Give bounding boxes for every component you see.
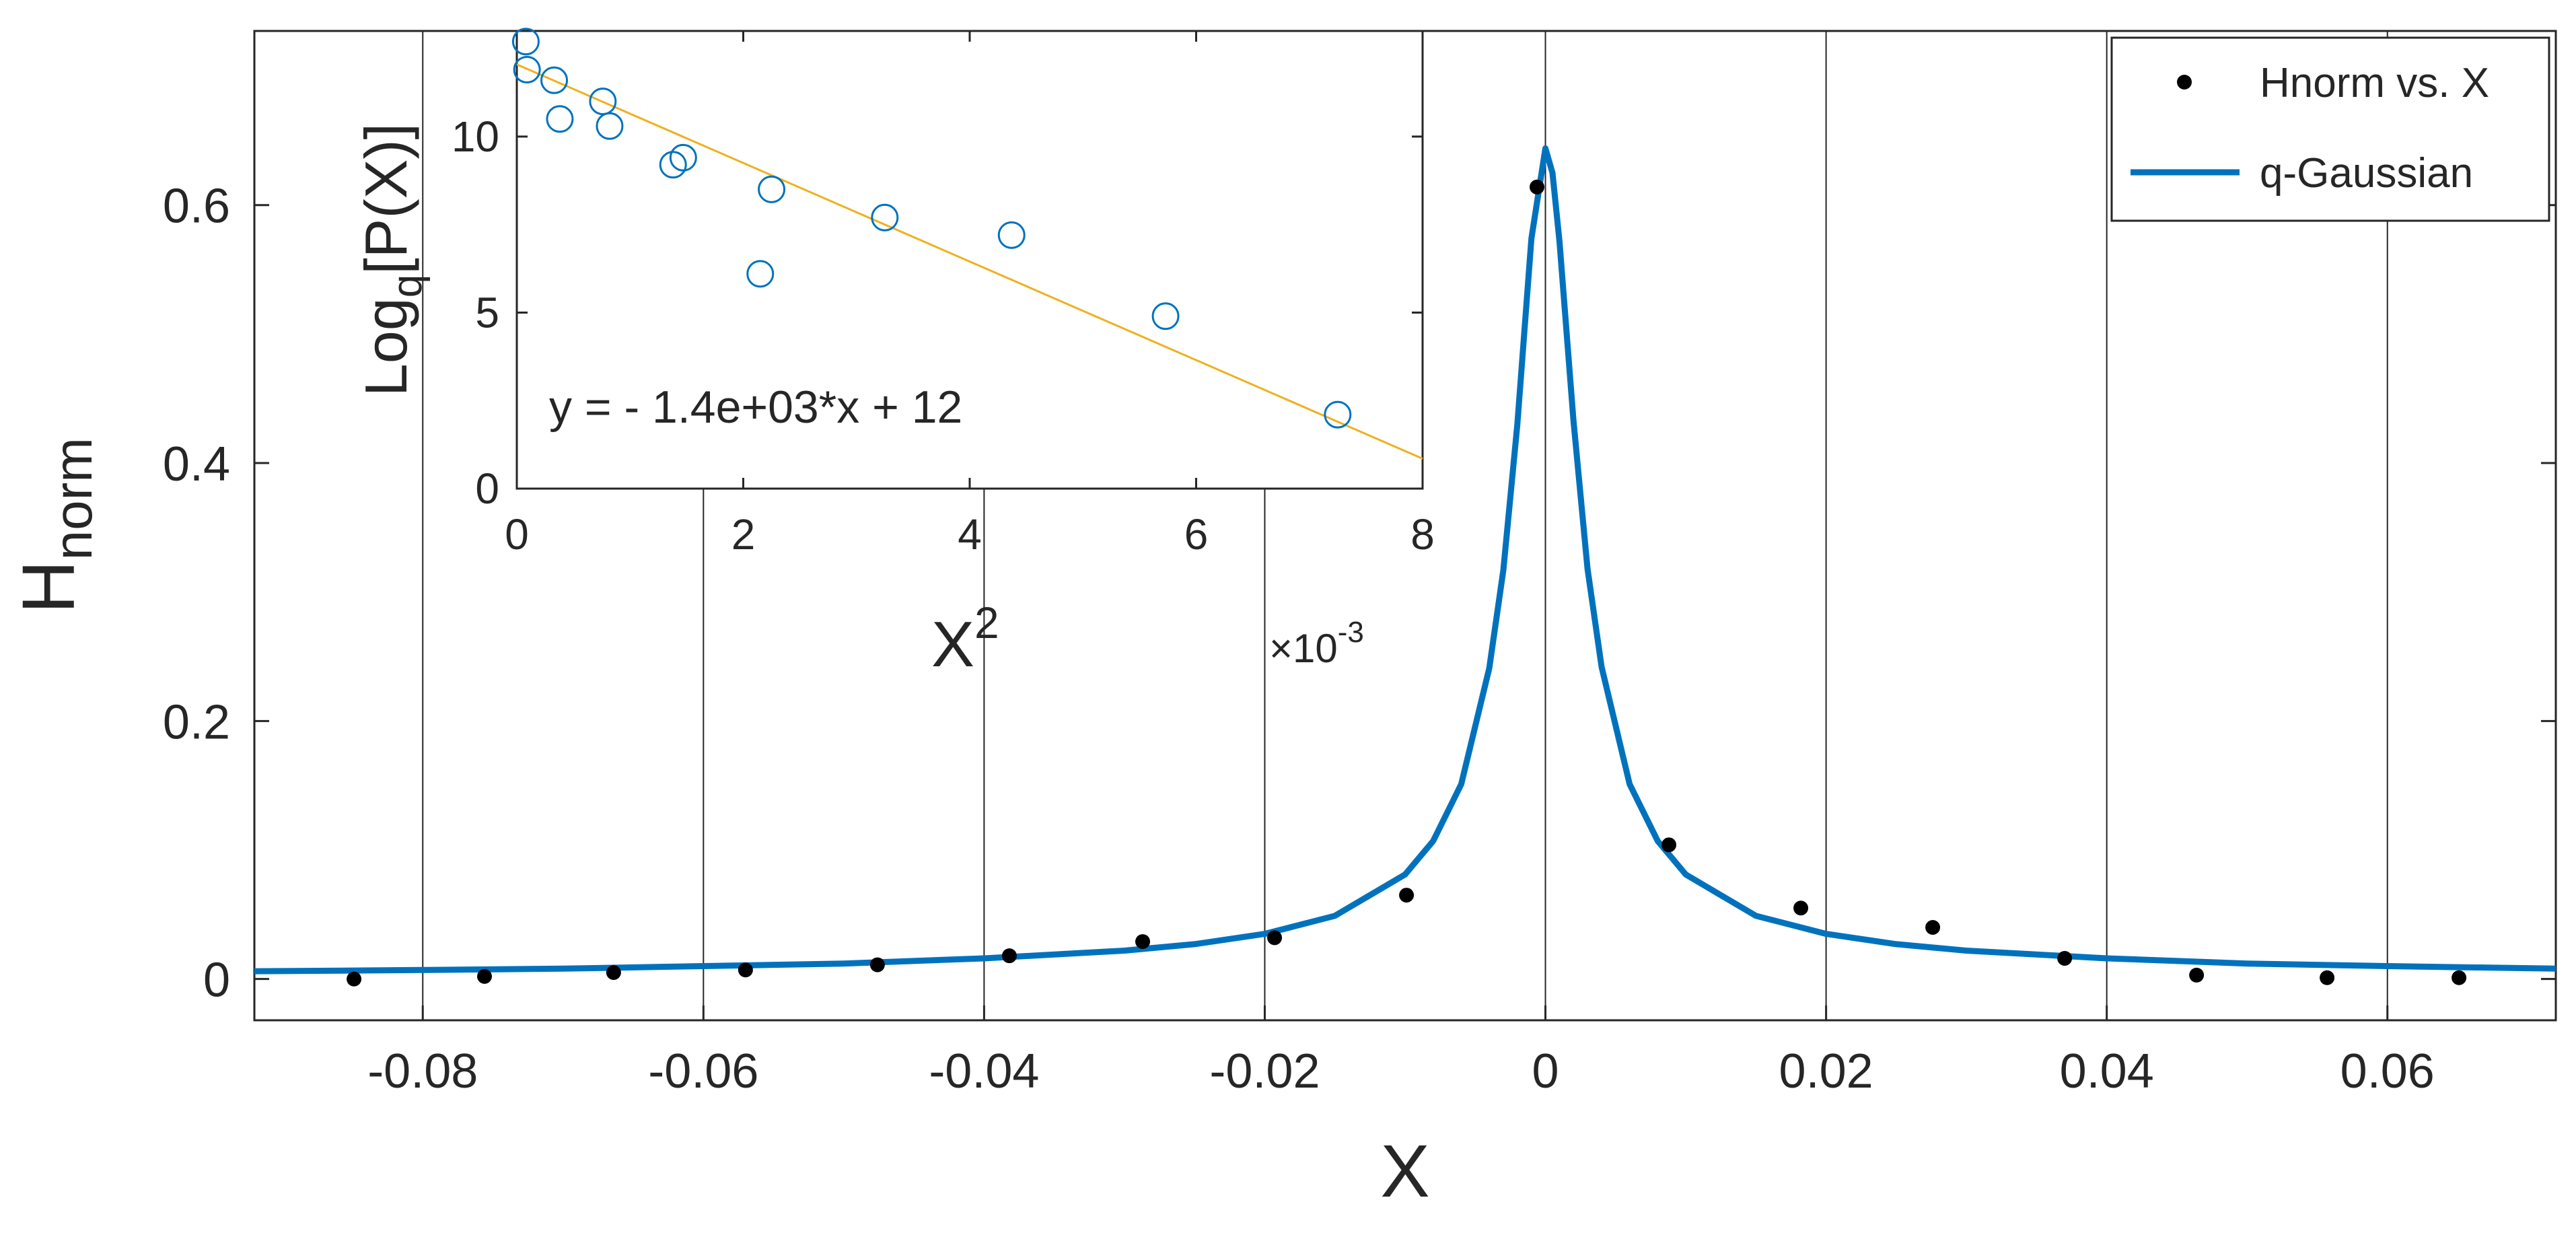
inset-point	[513, 56, 541, 84]
inset-x-tick-label: 0	[505, 510, 529, 559]
hnorm-point	[1001, 948, 1017, 964]
hnorm-point	[2452, 970, 2467, 985]
main-x-ticks: -0.08 -0.06 -0.04 -0.02 0 0.02 0.04 0.06	[367, 1005, 2435, 1098]
main-x-tick-label: -0.02	[1209, 1045, 1320, 1098]
inset-y-axis-label-sub: q	[384, 275, 431, 297]
hnorm-point	[2189, 967, 2205, 983]
main-y-axis-label-sub: norm	[43, 437, 103, 560]
main-series	[254, 145, 2556, 987]
inset-x-ticks: 0 2 4 6 8	[505, 31, 1435, 559]
inset-point	[1324, 400, 1352, 429]
hnorm-point	[477, 968, 492, 984]
inset-y-tick-label: 0	[475, 464, 499, 513]
inset-x-multiplier-exp: -3	[1338, 616, 1364, 649]
inset-point	[871, 203, 899, 232]
hnorm-point	[1793, 900, 1809, 916]
inset-y-tick-label: 5	[475, 288, 499, 337]
inset-x-axis-label-base: X	[931, 608, 974, 680]
main-y-tick-label: 0.6	[163, 180, 230, 234]
hnorm-point	[606, 965, 621, 981]
main-y-ticks: 0 0.2 0.4 0.6	[163, 180, 2556, 1007]
inset-y-axis-label-pre: Log	[353, 297, 419, 396]
inset-x-multiplier: ×10-3	[1269, 616, 1364, 671]
inset-series	[511, 28, 1423, 460]
hnorm-point	[1925, 920, 1941, 935]
legend-label-q-gaussian: q-Gaussian	[2260, 150, 2473, 197]
main-y-tick-label: 0.4	[163, 437, 230, 491]
legend: Hnorm vs. X q-Gaussian	[2110, 36, 2550, 222]
main-x-tick-label: 0.06	[2340, 1045, 2435, 1098]
inset-point	[659, 151, 687, 179]
hnorm-point	[869, 957, 885, 972]
main-x-tick-label: -0.04	[929, 1045, 1039, 1098]
main-y-tick-label: 0	[203, 954, 230, 1007]
inset-point	[546, 105, 574, 133]
hnorm-point	[2320, 970, 2335, 985]
main-x-tick-label: 0.04	[2060, 1045, 2154, 1098]
main-x-tick-label: -0.08	[367, 1045, 478, 1098]
main-y-tick-label: 0.2	[163, 695, 230, 749]
inset-x-tick-label: 2	[731, 510, 756, 559]
hnorm-point	[2057, 951, 2073, 966]
main-y-axis-label-base: H	[7, 560, 90, 613]
inset-x-tick-label: 4	[958, 510, 982, 559]
inset-annotation: y = - 1.4e+03*x + 12	[549, 382, 962, 433]
hnorm-point	[738, 962, 753, 978]
inset-point	[596, 112, 624, 140]
legend-marker-hnorm	[2177, 75, 2192, 90]
main-x-tick-label: 0	[1532, 1045, 1559, 1098]
inset-point	[511, 28, 540, 56]
hnorm-point	[1135, 934, 1151, 950]
inset-point	[1151, 302, 1180, 330]
hnorm-point	[1530, 179, 1545, 194]
main-y-axis-label: Hnorm	[7, 437, 103, 614]
legend-box	[2110, 36, 2550, 222]
hnorm-point	[1661, 837, 1677, 853]
inset-point	[746, 260, 775, 288]
inset-fit-line	[516, 63, 1423, 460]
inset-x-tick-label: 8	[1410, 510, 1435, 559]
hnorm-point	[1399, 888, 1415, 903]
inset-x-multiplier-prefix: ×10	[1269, 626, 1338, 671]
inset-x-axis-label-sup: 2	[974, 598, 999, 647]
main-x-axis-label: X	[1380, 1130, 1429, 1213]
inset-y-tick-label: 10	[452, 112, 499, 161]
hnorm-point	[347, 971, 362, 987]
hnorm-point	[1267, 930, 1283, 946]
inset-y-axis-label: Logq[P(X)]	[353, 123, 431, 396]
main-x-tick-label: 0.02	[1779, 1045, 1873, 1098]
inset-point	[669, 143, 697, 172]
inset-x-axis-label: X2	[931, 598, 999, 680]
inset-y-ticks: 0 5 10	[452, 112, 1423, 513]
legend-label-hnorm: Hnorm vs. X	[2260, 60, 2489, 106]
inset-point	[997, 221, 1026, 249]
main-x-tick-label: -0.06	[648, 1045, 758, 1098]
inset-x-tick-label: 6	[1184, 510, 1209, 559]
inset-point	[540, 66, 569, 94]
inset-point	[758, 175, 786, 203]
inset-y-axis-label-post: [P(X)]	[353, 123, 419, 275]
